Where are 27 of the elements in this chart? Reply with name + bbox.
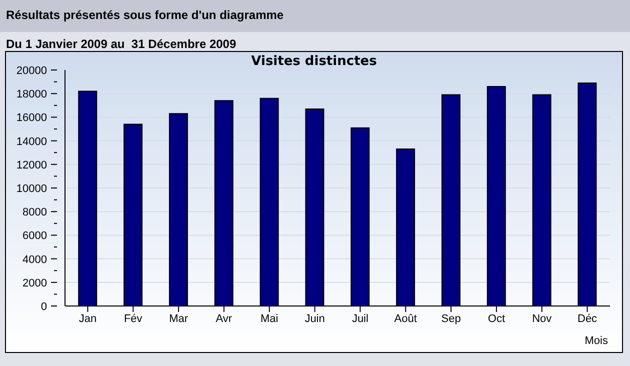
y-tick-label: 6000	[22, 230, 47, 242]
x-tick-label: Mar	[169, 312, 188, 325]
y-tick-label: 14000	[16, 136, 47, 148]
x-tick-label: Juin	[304, 312, 325, 325]
x-tick-label: Juil	[352, 312, 368, 325]
x-tick-label: Fév	[124, 312, 143, 325]
y-tick-label: 20000	[16, 65, 47, 77]
y-tick-label: 10000	[16, 183, 47, 195]
x-tick-label: Avr	[216, 312, 232, 325]
x-tick-label: Mai	[260, 312, 278, 325]
chart-title: Visites distinctes	[251, 54, 377, 69]
x-tick-label: Oct	[488, 312, 506, 325]
y-tick-label: 0	[40, 301, 47, 313]
x-axis-title: Mois	[584, 335, 608, 347]
y-tick-label: 8000	[22, 206, 47, 219]
x-tick-label: Jan	[78, 312, 97, 325]
y-tick-label: 16000	[16, 112, 47, 124]
y-tick-label: 4000	[22, 254, 47, 266]
y-tick-label: 12000	[16, 159, 47, 172]
x-tick-label: Déc	[578, 312, 598, 325]
y-tick-label: 2000	[22, 277, 47, 290]
x-tick-label: Août	[394, 312, 417, 325]
y-tick-label: 18000	[16, 88, 47, 101]
chart-subtitle: Du 1 Janvier 2009 au 31 Décembre 2009	[5, 36, 238, 53]
text: Résultats présentés sous forme d'un diagramme	[0, 0, 630, 32]
x-tick-label: Nov	[532, 312, 552, 325]
x-tick-label: Sep	[441, 312, 461, 325]
